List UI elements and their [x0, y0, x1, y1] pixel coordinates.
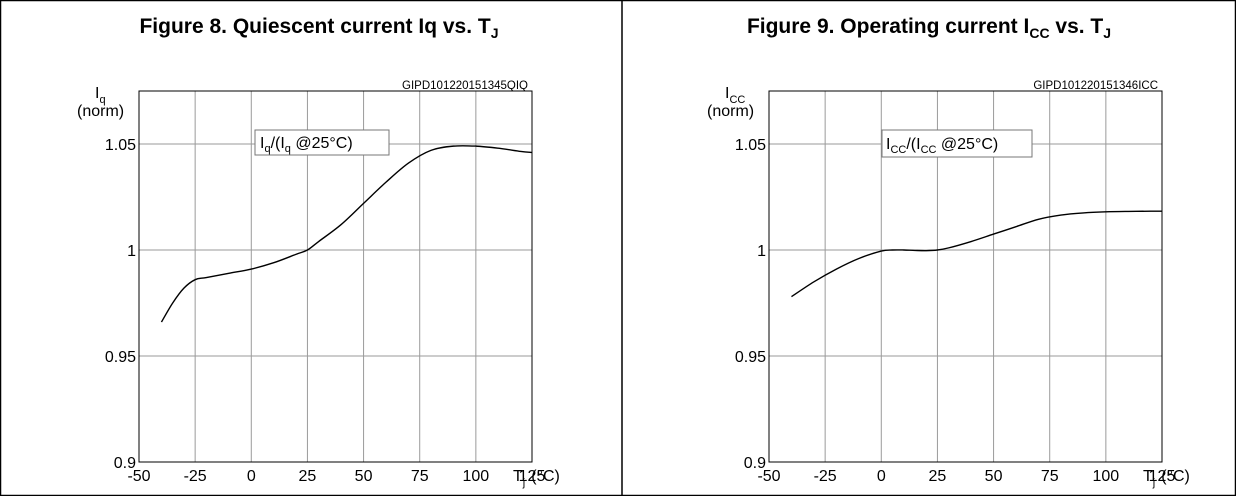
series-line: [791, 210, 1163, 298]
y-tick-label: 0.95: [735, 349, 766, 366]
y-axis-symbol: ICC: [725, 85, 745, 106]
series-group: [791, 210, 1163, 298]
series-label-box: ICC/(ICC @25°C): [881, 129, 1033, 158]
x-tick-label: 75: [1041, 468, 1059, 485]
series-label-text: Iq/(Iq @25°C): [260, 135, 353, 155]
figure-code: GIPD101220151345QIQ: [402, 80, 528, 92]
grid-lines: [769, 91, 1163, 462]
series-group: [160, 145, 533, 323]
x-tick-label: 100: [1093, 468, 1120, 485]
tick-labels: -50 -25 0 25 50 75 100 125 0.9 0.95 1 1.05: [735, 137, 1176, 485]
figure-9-chart: -50 -25 0 25 50 75 100 125 0.9 0.95 1 1.05 ICC (nor…: [707, 80, 1190, 489]
x-tick-label: 125: [519, 468, 546, 485]
y-tick-label: 0.95: [105, 349, 136, 366]
series-line: [160, 145, 533, 323]
y-axis-unit: (norm): [77, 103, 124, 120]
x-tick-label: -25: [814, 468, 837, 485]
figure-9-title: Figure 9. Operating current ICC vs. TJ: [747, 15, 1111, 41]
plot-area: [138, 90, 533, 463]
y-tick-label: 1.05: [105, 137, 136, 154]
y-tick-label: 0.9: [114, 455, 136, 472]
y-axis-symbol: Iq: [95, 85, 106, 106]
figure-8-chart: -50 -25 0 25 50 75 100 125 0.9 0.95 1 1.05 Iq (norm…: [77, 80, 560, 489]
grid-lines: [139, 91, 533, 462]
x-tick-label: -50: [127, 468, 150, 485]
x-tick-label: -25: [184, 468, 207, 485]
x-tick-label: 50: [355, 468, 373, 485]
figure-8-title: Figure 8. Quiescent current Iq vs. TJ: [139, 15, 498, 41]
x-tick-label: 25: [929, 468, 947, 485]
x-axis-label: Tj (°C): [513, 468, 560, 489]
series-label-text: ICC/(ICC @25°C): [886, 136, 998, 156]
y-tick-label: 1.05: [735, 137, 766, 154]
y-tick-label: 1: [757, 243, 766, 260]
x-tick-label: 25: [299, 468, 317, 485]
series-label-box: Iq/(Iq @25°C): [254, 129, 390, 156]
y-axis-unit: (norm): [707, 103, 754, 120]
figure-code: GIPD101220151346ICC: [1033, 80, 1158, 92]
x-tick-label: 0: [877, 468, 886, 485]
x-tick-label: -50: [757, 468, 780, 485]
plot-area: [768, 90, 1163, 463]
series-label-frame: [881, 129, 1033, 158]
y-tick-label: 1: [127, 243, 136, 260]
tick-labels: -50 -25 0 25 50 75 100 125 0.9 0.95 1 1.05: [105, 137, 546, 485]
x-tick-label: 75: [411, 468, 429, 485]
x-tick-label: 50: [985, 468, 1003, 485]
x-tick-label: 125: [1149, 468, 1176, 485]
x-axis-label: Tj (°C): [1143, 468, 1190, 489]
y-tick-label: 0.9: [744, 455, 766, 472]
series-label-frame: [254, 129, 390, 156]
x-tick-label: 0: [247, 468, 256, 485]
x-tick-label: 100: [463, 468, 490, 485]
